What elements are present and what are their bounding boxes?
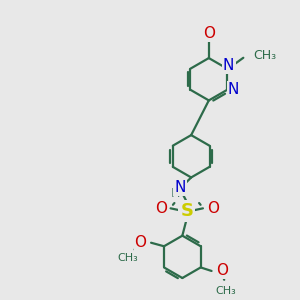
Text: S: S (180, 202, 193, 220)
Text: O: O (203, 26, 215, 41)
Text: O: O (155, 201, 167, 216)
Text: CH₃: CH₃ (215, 286, 236, 296)
Text: N: N (174, 180, 186, 195)
Text: O: O (216, 263, 228, 278)
Text: H: H (170, 187, 180, 200)
Text: O: O (134, 235, 146, 250)
Text: O: O (207, 201, 219, 216)
Text: CH₃: CH₃ (118, 253, 139, 263)
Text: CH₃: CH₃ (253, 49, 276, 62)
Text: N: N (223, 58, 234, 73)
Text: N: N (228, 82, 239, 97)
